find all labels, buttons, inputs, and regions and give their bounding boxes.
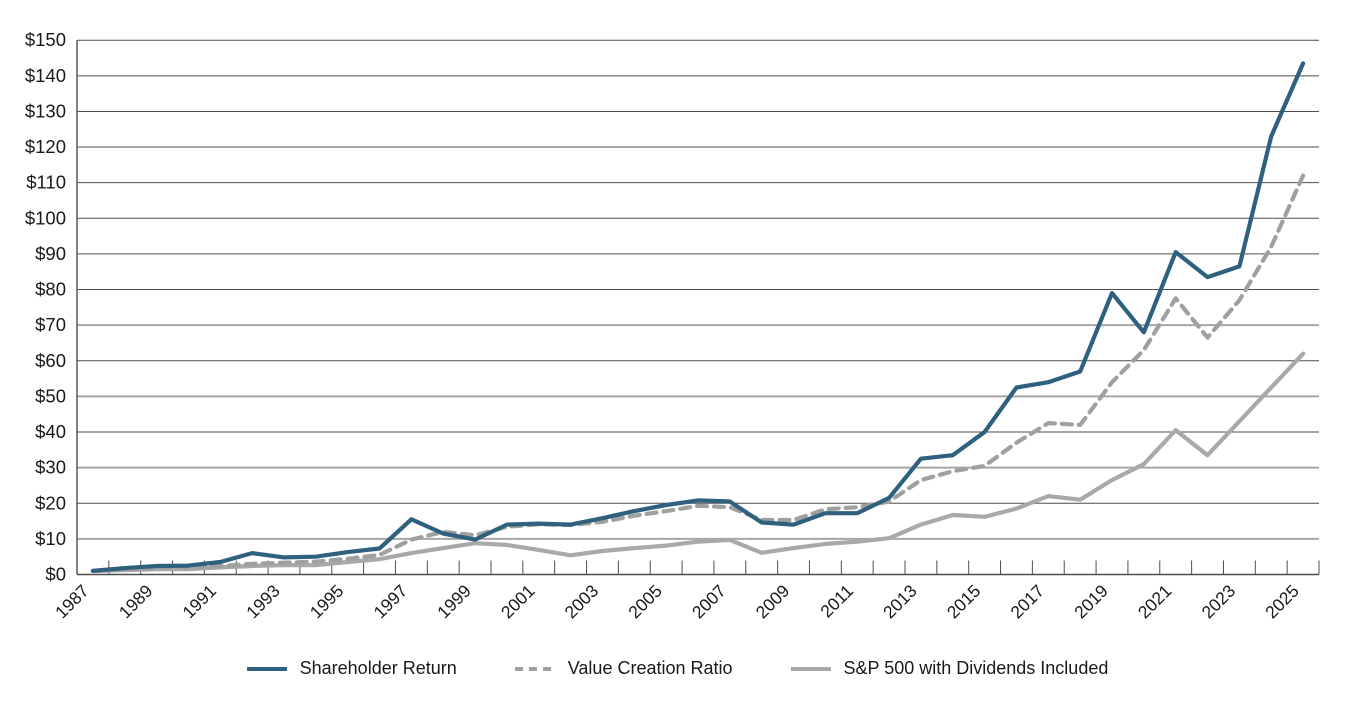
svg-text:2001: 2001	[497, 581, 539, 623]
legend-swatch-shareholder-return	[246, 666, 287, 671]
svg-text:$80: $80	[35, 279, 66, 300]
svg-text:2003: 2003	[561, 581, 603, 623]
svg-text:$110: $110	[26, 172, 66, 193]
legend: Shareholder Return Value Creation Ratio …	[0, 658, 1355, 679]
svg-text:$90: $90	[35, 243, 66, 264]
svg-text:$120: $120	[25, 136, 66, 157]
svg-text:$100: $100	[25, 207, 66, 228]
svg-text:$150: $150	[25, 29, 66, 50]
svg-text:2007: 2007	[688, 581, 730, 623]
svg-text:2023: 2023	[1198, 581, 1240, 623]
legend-item-sp500: S&P 500 with Dividends Included	[790, 658, 1109, 679]
svg-text:2015: 2015	[943, 581, 985, 623]
svg-text:$40: $40	[35, 421, 66, 442]
svg-text:2005: 2005	[624, 581, 666, 623]
svg-text:$130: $130	[25, 100, 66, 121]
svg-text:$10: $10	[35, 528, 66, 549]
legend-label-sp500: S&P 500 with Dividends Included	[843, 658, 1109, 678]
svg-text:1987: 1987	[51, 581, 93, 623]
svg-text:2017: 2017	[1006, 581, 1048, 623]
legend-label-shareholder-return: Shareholder Return	[299, 658, 457, 678]
svg-text:$50: $50	[35, 385, 66, 406]
svg-text:1993: 1993	[242, 581, 284, 623]
svg-text:1997: 1997	[370, 581, 412, 623]
svg-text:$70: $70	[35, 314, 66, 335]
svg-text:2025: 2025	[1261, 581, 1303, 623]
svg-text:1989: 1989	[115, 581, 157, 623]
legend-label-value-creation-ratio: Value Creation Ratio	[567, 658, 733, 678]
svg-text:2011: 2011	[816, 581, 857, 622]
svg-text:1991: 1991	[178, 581, 220, 623]
svg-text:2019: 2019	[1070, 581, 1112, 623]
svg-text:1999: 1999	[433, 581, 475, 623]
svg-text:$60: $60	[35, 350, 66, 371]
svg-text:$20: $20	[35, 492, 66, 513]
svg-text:1995: 1995	[306, 581, 348, 623]
svg-text:$30: $30	[35, 457, 66, 478]
svg-text:2013: 2013	[879, 581, 921, 623]
svg-text:$140: $140	[25, 65, 66, 86]
svg-text:2021: 2021	[1134, 581, 1176, 623]
legend-swatch-value-creation-ratio	[514, 666, 555, 671]
legend-swatch-sp500	[790, 666, 831, 671]
legend-item-value-creation-ratio: Value Creation Ratio	[514, 658, 733, 679]
legend-item-shareholder-return: Shareholder Return	[246, 658, 457, 679]
svg-text:2009: 2009	[752, 581, 794, 623]
svg-text:$0: $0	[45, 564, 66, 585]
